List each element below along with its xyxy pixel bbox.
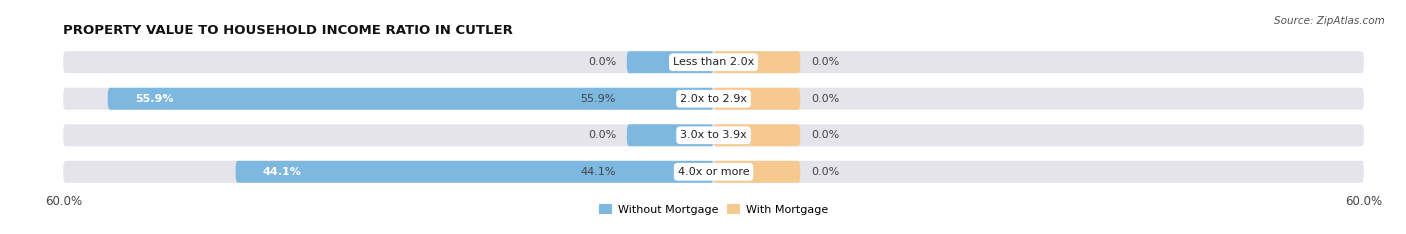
FancyBboxPatch shape [63, 88, 1364, 110]
Text: 0.0%: 0.0% [588, 57, 616, 67]
Legend: Without Mortgage, With Mortgage: Without Mortgage, With Mortgage [595, 200, 832, 219]
Text: 4.0x or more: 4.0x or more [678, 167, 749, 177]
FancyBboxPatch shape [713, 124, 800, 146]
FancyBboxPatch shape [713, 51, 800, 73]
FancyBboxPatch shape [63, 161, 1364, 183]
Text: 55.9%: 55.9% [135, 94, 173, 104]
Text: 0.0%: 0.0% [811, 94, 839, 104]
Text: 0.0%: 0.0% [811, 57, 839, 67]
FancyBboxPatch shape [713, 88, 800, 110]
Text: 44.1%: 44.1% [581, 167, 616, 177]
FancyBboxPatch shape [63, 124, 1364, 146]
FancyBboxPatch shape [108, 88, 713, 110]
Text: 44.1%: 44.1% [263, 167, 301, 177]
Text: 0.0%: 0.0% [811, 130, 839, 140]
FancyBboxPatch shape [713, 161, 800, 183]
Text: 2.0x to 2.9x: 2.0x to 2.9x [681, 94, 747, 104]
FancyBboxPatch shape [627, 124, 713, 146]
Text: 0.0%: 0.0% [811, 167, 839, 177]
FancyBboxPatch shape [627, 51, 713, 73]
Text: 55.9%: 55.9% [581, 94, 616, 104]
FancyBboxPatch shape [63, 51, 1364, 73]
Text: Source: ZipAtlas.com: Source: ZipAtlas.com [1274, 16, 1385, 26]
Text: 3.0x to 3.9x: 3.0x to 3.9x [681, 130, 747, 140]
FancyBboxPatch shape [236, 161, 713, 183]
Text: Less than 2.0x: Less than 2.0x [673, 57, 754, 67]
Text: PROPERTY VALUE TO HOUSEHOLD INCOME RATIO IN CUTLER: PROPERTY VALUE TO HOUSEHOLD INCOME RATIO… [63, 24, 513, 37]
Text: 0.0%: 0.0% [588, 130, 616, 140]
